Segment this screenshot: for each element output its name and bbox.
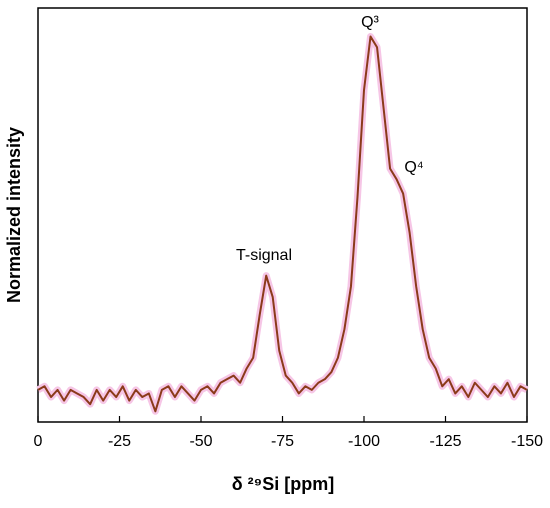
x-axis-label: δ ²⁹Si [ppm] <box>232 474 334 494</box>
annotation: Q³ <box>361 14 379 31</box>
x-tick-label: -100 <box>348 433 380 450</box>
x-tick-label: -150 <box>511 433 543 450</box>
x-tick-label: -50 <box>189 433 212 450</box>
x-tick-label: -25 <box>108 433 131 450</box>
x-tick-label: -125 <box>429 433 461 450</box>
annotation: Q⁴ <box>404 159 423 176</box>
annotation: T-signal <box>236 247 292 264</box>
y-axis-label: Normalized intensity <box>4 127 24 303</box>
line <box>37 35 528 413</box>
x-tick-label: 0 <box>34 433 43 450</box>
x-tick-label: -75 <box>271 433 294 450</box>
line-glow <box>36 33 529 415</box>
